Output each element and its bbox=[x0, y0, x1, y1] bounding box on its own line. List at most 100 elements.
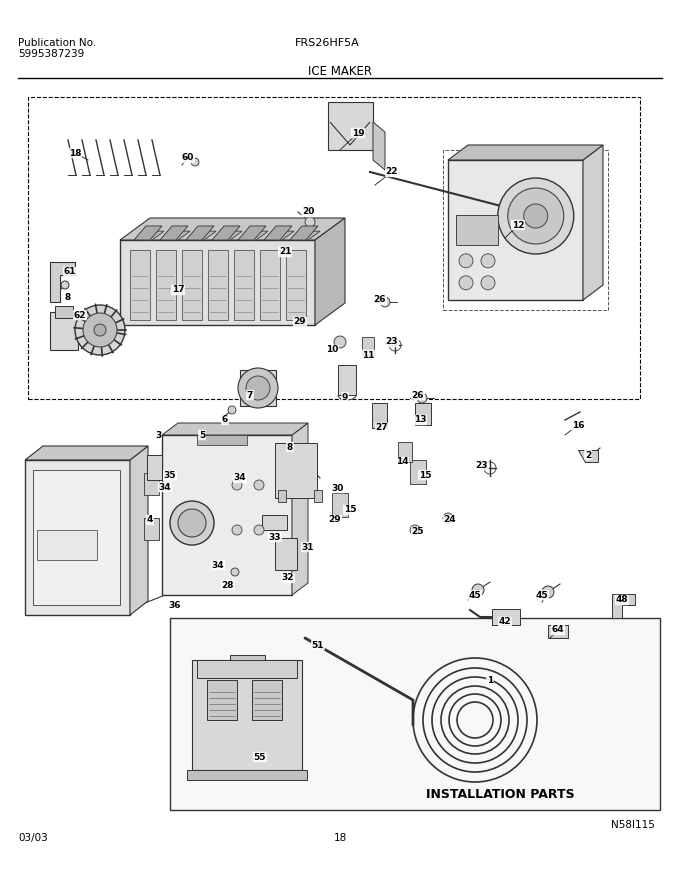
Bar bbox=[230, 655, 265, 670]
Bar bbox=[262, 515, 287, 530]
Text: 03/03: 03/03 bbox=[18, 833, 48, 843]
Text: 34: 34 bbox=[158, 483, 171, 491]
Text: 5995387239: 5995387239 bbox=[18, 49, 84, 59]
Bar bbox=[415, 403, 431, 425]
Text: 21: 21 bbox=[279, 247, 291, 256]
Polygon shape bbox=[120, 218, 345, 240]
Bar bbox=[448, 160, 583, 300]
Text: 28: 28 bbox=[222, 580, 234, 590]
Bar bbox=[144, 473, 159, 495]
Text: 45: 45 bbox=[469, 591, 481, 599]
Text: 29: 29 bbox=[294, 318, 306, 327]
Text: 42: 42 bbox=[498, 618, 511, 626]
Text: 19: 19 bbox=[352, 129, 364, 138]
Text: 17: 17 bbox=[171, 286, 184, 294]
Text: 20: 20 bbox=[302, 207, 314, 217]
Text: 2: 2 bbox=[585, 450, 591, 460]
Text: 61: 61 bbox=[64, 267, 76, 276]
Bar bbox=[33, 470, 120, 605]
Polygon shape bbox=[448, 145, 603, 160]
Text: 7: 7 bbox=[247, 390, 253, 400]
Bar bbox=[492, 609, 520, 625]
Circle shape bbox=[83, 313, 117, 347]
Bar bbox=[240, 370, 276, 406]
Bar bbox=[275, 443, 317, 498]
Bar bbox=[192, 660, 302, 770]
Text: 22: 22 bbox=[386, 167, 398, 177]
Polygon shape bbox=[238, 226, 266, 240]
Text: 18: 18 bbox=[69, 148, 81, 158]
Bar bbox=[156, 250, 176, 320]
Circle shape bbox=[542, 586, 554, 598]
Polygon shape bbox=[162, 231, 190, 240]
Bar bbox=[328, 102, 373, 150]
Bar bbox=[456, 215, 498, 245]
Circle shape bbox=[232, 525, 242, 535]
Text: 12: 12 bbox=[512, 220, 524, 229]
Polygon shape bbox=[266, 231, 294, 240]
Circle shape bbox=[472, 584, 484, 596]
Text: 6: 6 bbox=[222, 415, 228, 424]
Circle shape bbox=[178, 509, 206, 537]
Text: N58I115: N58I115 bbox=[611, 820, 655, 830]
Circle shape bbox=[94, 324, 106, 336]
Text: 15: 15 bbox=[344, 505, 356, 515]
Polygon shape bbox=[292, 231, 320, 240]
Bar bbox=[260, 250, 280, 320]
Text: 3: 3 bbox=[155, 430, 161, 440]
Circle shape bbox=[459, 253, 473, 267]
Polygon shape bbox=[290, 226, 318, 240]
Polygon shape bbox=[162, 423, 308, 435]
Text: 23: 23 bbox=[386, 337, 398, 347]
Bar bbox=[332, 493, 348, 517]
Polygon shape bbox=[188, 231, 216, 240]
Text: 26: 26 bbox=[412, 390, 424, 400]
Text: 14: 14 bbox=[396, 457, 408, 467]
Polygon shape bbox=[214, 231, 242, 240]
Circle shape bbox=[232, 480, 242, 490]
Text: 62: 62 bbox=[73, 310, 86, 320]
Polygon shape bbox=[292, 423, 308, 595]
Bar bbox=[187, 770, 307, 780]
Text: 18: 18 bbox=[333, 833, 347, 843]
Polygon shape bbox=[264, 226, 292, 240]
Circle shape bbox=[254, 525, 264, 535]
Bar bbox=[50, 312, 78, 350]
Bar bbox=[55, 306, 73, 318]
Circle shape bbox=[417, 393, 427, 403]
Circle shape bbox=[170, 501, 214, 545]
Text: ICE MAKER: ICE MAKER bbox=[308, 65, 372, 78]
Circle shape bbox=[231, 568, 239, 576]
Text: 27: 27 bbox=[375, 423, 388, 433]
Bar bbox=[120, 240, 315, 325]
Text: 4: 4 bbox=[147, 516, 153, 524]
Circle shape bbox=[481, 253, 495, 267]
Bar bbox=[372, 403, 387, 428]
Bar bbox=[314, 490, 322, 502]
Circle shape bbox=[524, 204, 548, 228]
Text: 45: 45 bbox=[536, 591, 548, 599]
Text: 1: 1 bbox=[487, 676, 493, 685]
Bar bbox=[170, 618, 660, 810]
Text: 8: 8 bbox=[65, 293, 71, 301]
Circle shape bbox=[410, 525, 420, 535]
Text: 24: 24 bbox=[443, 516, 456, 524]
Circle shape bbox=[238, 368, 278, 408]
Polygon shape bbox=[197, 660, 297, 678]
Text: 29: 29 bbox=[328, 516, 341, 524]
Circle shape bbox=[246, 376, 270, 400]
Text: FRS26HF5A: FRS26HF5A bbox=[295, 38, 360, 48]
Circle shape bbox=[228, 406, 236, 414]
Polygon shape bbox=[583, 145, 603, 300]
Circle shape bbox=[380, 297, 390, 307]
Bar bbox=[410, 460, 426, 484]
Text: 11: 11 bbox=[362, 350, 374, 360]
Text: 32: 32 bbox=[282, 573, 294, 583]
Circle shape bbox=[254, 480, 264, 490]
Text: 15: 15 bbox=[419, 470, 431, 480]
Polygon shape bbox=[50, 262, 75, 302]
Polygon shape bbox=[212, 226, 240, 240]
Circle shape bbox=[443, 513, 453, 523]
Polygon shape bbox=[548, 625, 568, 638]
Text: 8: 8 bbox=[287, 442, 293, 451]
